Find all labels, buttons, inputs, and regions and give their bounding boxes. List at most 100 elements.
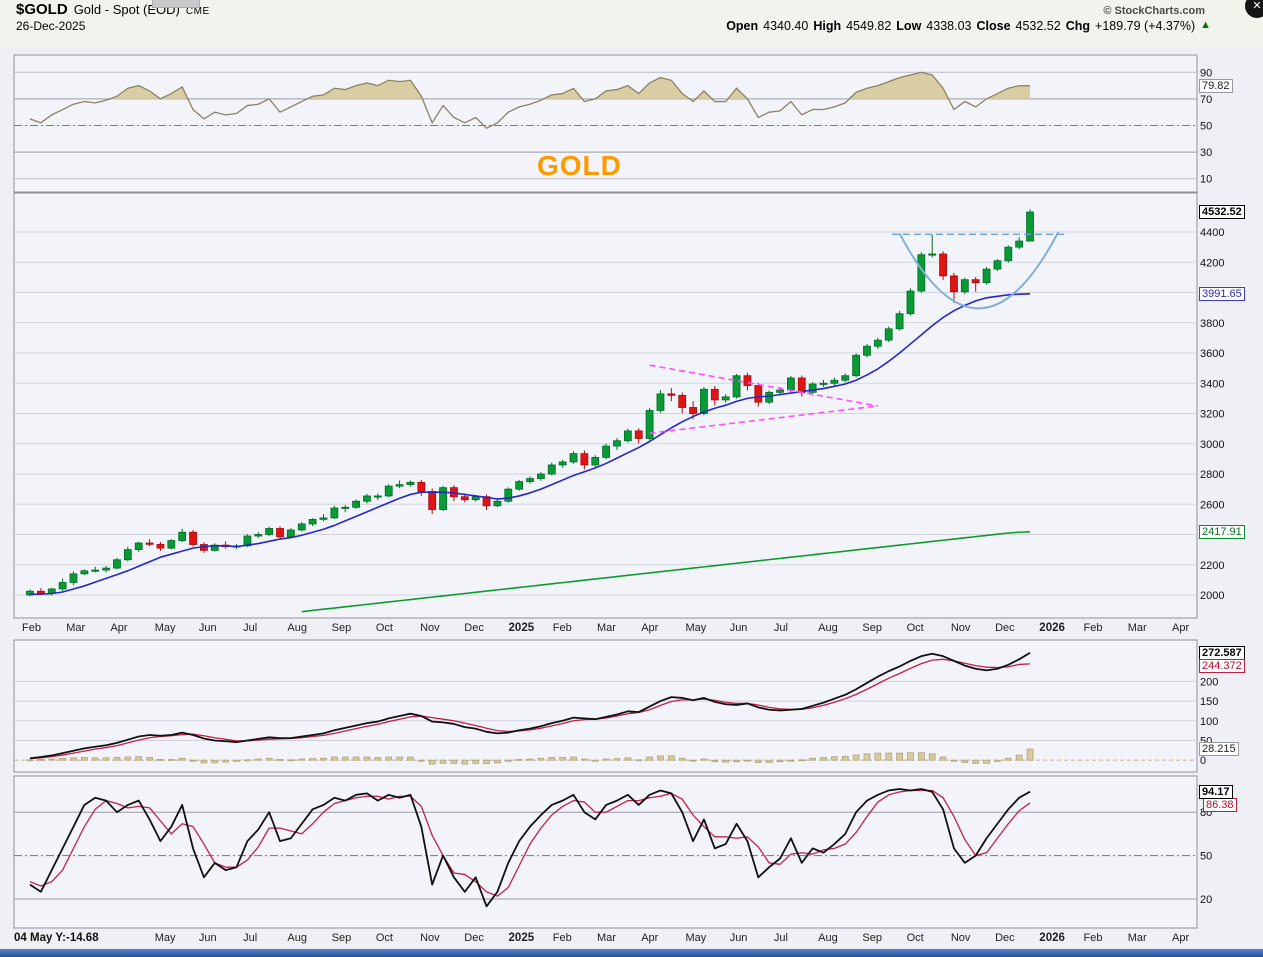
change-direction-icon: ▲: [1200, 19, 1211, 31]
tick-label: 4200: [1200, 257, 1224, 269]
month-label: Dec: [995, 622, 1015, 634]
stoch-d-line: [29, 789, 1031, 897]
month-label: Feb: [1084, 622, 1103, 634]
month-label: Mar: [1128, 622, 1147, 634]
month-label: Jun: [730, 932, 748, 944]
month-label: Mar: [66, 622, 85, 634]
month-label: Oct: [376, 932, 393, 944]
ma50-line: [30, 292, 1031, 596]
tick-label: 3600: [1200, 348, 1224, 360]
month-label: Oct: [376, 622, 393, 634]
month-label: Dec: [464, 622, 484, 634]
tick-label: 100: [1200, 716, 1218, 728]
tick-label: 3400: [1200, 378, 1224, 390]
ticker-symbol: $GOLD: [16, 1, 68, 18]
tick-label: 90: [1200, 67, 1212, 79]
month-label: Sep: [332, 622, 352, 634]
month-label: 2026: [1039, 622, 1065, 634]
change-value: +189.79 (+4.37%): [1095, 19, 1196, 33]
tick-label: 30: [1200, 147, 1212, 159]
pennant-lower-trendline: [649, 405, 878, 434]
month-label: 2026: [1039, 932, 1065, 944]
month-label: Nov: [951, 622, 971, 634]
ma200-line: [301, 531, 1031, 613]
tick-label: 20: [1200, 894, 1212, 906]
month-label: Feb: [22, 622, 41, 634]
month-label: May: [155, 932, 176, 944]
low-label: Low: [896, 19, 922, 33]
month-label: 2025: [509, 932, 535, 944]
high-label: High: [813, 19, 842, 33]
month-label: Feb: [553, 622, 572, 634]
month-label: Jul: [243, 622, 257, 634]
month-label: Jun: [199, 932, 217, 944]
month-label: Oct: [907, 932, 924, 944]
stochastic-panel: [13, 775, 1198, 929]
macd-signal-value-badge: 244.372: [1199, 659, 1245, 673]
month-label: Nov: [951, 932, 971, 944]
tick-label: 4400: [1200, 227, 1224, 239]
month-label: Feb: [1084, 932, 1103, 944]
tick-label: 2600: [1200, 499, 1224, 511]
month-label: Apr: [110, 622, 127, 634]
stockcharts-copyright: © StockCharts.com: [1103, 5, 1205, 17]
macd-line-value-badge: 272.587: [1199, 646, 1245, 660]
month-label: Jul: [243, 932, 257, 944]
month-label: 2025: [509, 622, 535, 634]
month-label: Aug: [287, 622, 307, 634]
macd-line: [29, 652, 1031, 760]
stoch-k-value-badge: 94.17: [1199, 785, 1233, 799]
month-label: Apr: [1172, 932, 1189, 944]
month-label: May: [685, 932, 706, 944]
crosshair-readout: 04 May Y:-14.68: [14, 932, 99, 944]
macd-histogram: [26, 748, 1034, 765]
rsi-panel: [13, 54, 1198, 193]
change-label: Chg: [1065, 19, 1091, 33]
tick-label: 70: [1200, 94, 1212, 106]
macd-hist-value-badge: 28.215: [1199, 742, 1239, 756]
month-label: May: [155, 622, 176, 634]
last-price-badge: 4532.52: [1199, 205, 1245, 219]
high-value: 4549.82: [846, 19, 892, 33]
month-label: Jun: [199, 622, 217, 634]
ma200-value-badge: 2417.91: [1199, 525, 1245, 539]
quote-row: 26-Dec-2025 Open 4340.40 High 4549.82 Lo…: [16, 19, 1211, 33]
tick-label: 50: [1200, 851, 1212, 863]
ma50-value-badge: 3991.65: [1199, 287, 1245, 301]
tick-label: 150: [1200, 696, 1218, 708]
rsi-overbought-fill: [109, 72, 1031, 99]
month-label: Apr: [641, 932, 658, 944]
exchange-label: CME: [185, 6, 210, 17]
macd-signal-line: [29, 658, 1031, 760]
chart-header: $GOLD Gold - Spot (EOD) CME © StockChart…: [0, 0, 1263, 48]
month-label: Apr: [1172, 622, 1189, 634]
month-label: Nov: [420, 622, 440, 634]
month-label: Sep: [332, 932, 352, 944]
macd-panel: [13, 639, 1198, 773]
tick-label: 3200: [1200, 409, 1224, 421]
stoch-d-value-badge: 86.38: [1203, 798, 1237, 812]
month-label: Feb: [553, 932, 572, 944]
month-label: Aug: [818, 932, 838, 944]
month-label: Jul: [774, 932, 788, 944]
open-value: 4340.40: [763, 19, 809, 33]
tick-label: 0: [1200, 755, 1206, 767]
month-label: Sep: [862, 622, 882, 634]
tick-label: 10: [1200, 174, 1212, 186]
month-label: Apr: [641, 622, 658, 634]
close-value: 4532.52: [1015, 19, 1061, 33]
chart-date: 26-Dec-2025: [16, 19, 86, 33]
tick-label: 200: [1200, 676, 1218, 688]
tick-label: 2800: [1200, 469, 1224, 481]
month-label: Aug: [818, 622, 838, 634]
close-icon[interactable]: ✕: [1245, 0, 1263, 18]
pennant-upper-trendline: [649, 364, 879, 407]
month-label: Dec: [995, 932, 1015, 944]
month-label: Mar: [1128, 932, 1147, 944]
low-value: 4338.03: [926, 19, 972, 33]
tick-label: 3000: [1200, 439, 1224, 451]
tick-label: 50: [1200, 120, 1212, 132]
rsi-line: [29, 71, 1031, 129]
